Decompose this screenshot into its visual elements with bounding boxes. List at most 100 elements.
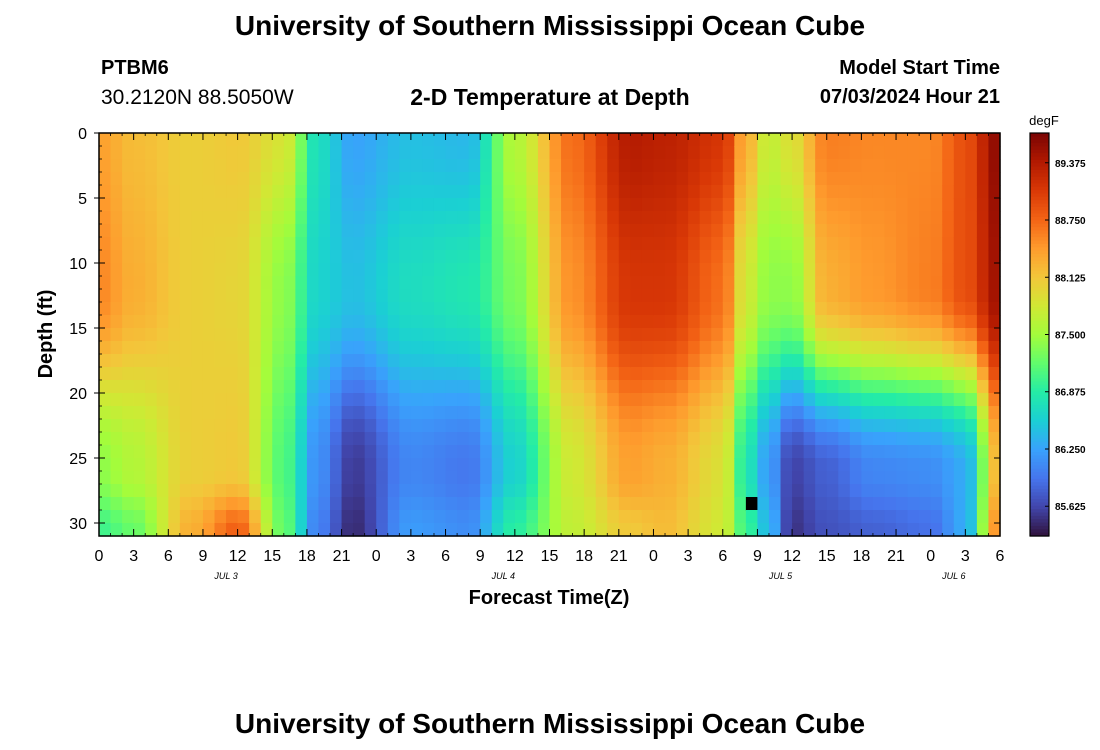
heatmap-cell — [491, 354, 504, 368]
heatmap-cell — [953, 497, 966, 511]
heatmap-cell — [249, 419, 262, 433]
heatmap-cell — [399, 484, 412, 498]
heatmap-cell — [433, 354, 447, 368]
heatmap-cell — [930, 224, 943, 238]
heatmap-cell — [214, 432, 227, 446]
heatmap-cell — [110, 445, 123, 459]
heatmap-cell — [214, 198, 227, 212]
heatmap-cell — [433, 276, 447, 290]
heatmap-cell — [757, 393, 770, 407]
heatmap-cell — [364, 133, 377, 147]
heatmap-cell — [849, 406, 862, 420]
heatmap-cell — [688, 250, 701, 264]
heatmap-cell — [226, 497, 239, 511]
heatmap-cell — [249, 510, 262, 524]
x-tick-label: 3 — [406, 548, 415, 565]
heatmap-cell — [896, 289, 909, 303]
heatmap-cell — [283, 224, 296, 238]
heatmap-cell — [341, 341, 354, 355]
heatmap-cell — [561, 133, 574, 147]
heatmap-cell — [618, 380, 631, 394]
heatmap-cell — [907, 250, 920, 264]
heatmap-cell — [110, 211, 123, 225]
heatmap-cell — [110, 458, 123, 472]
heatmap-cell — [491, 133, 504, 147]
heatmap-cell — [353, 237, 366, 251]
heatmap-cell — [699, 315, 712, 329]
heatmap-cell — [168, 211, 181, 225]
heatmap-cell — [295, 315, 308, 329]
colorbar-segment — [1030, 418, 1049, 423]
heatmap-cell — [133, 471, 146, 485]
heatmap-cell — [711, 471, 724, 485]
heatmap-cell — [607, 159, 620, 173]
heatmap-cell — [584, 406, 597, 420]
heatmap-cell — [480, 380, 493, 394]
heatmap-cell — [942, 198, 955, 212]
heatmap-cell — [237, 263, 250, 277]
colorbar-segment — [1030, 270, 1049, 275]
heatmap-cell — [306, 133, 320, 147]
heatmap-cell — [364, 406, 377, 420]
heatmap-cell — [145, 406, 158, 420]
heatmap-cell — [99, 224, 112, 238]
heatmap-cell — [283, 250, 296, 264]
heatmap-cell — [745, 341, 759, 355]
heatmap-cell — [156, 471, 169, 485]
heatmap-cell — [653, 172, 666, 186]
heatmap-cell — [364, 276, 377, 290]
heatmap-cell — [976, 432, 990, 446]
heatmap-cell — [572, 380, 585, 394]
heatmap-cell — [503, 432, 516, 446]
heatmap-cell — [953, 406, 966, 420]
heatmap-cell — [283, 315, 296, 329]
heatmap-cell — [676, 393, 689, 407]
heatmap-cell — [561, 471, 574, 485]
heatmap-cell — [734, 419, 747, 433]
heatmap-cell — [422, 237, 435, 251]
heatmap-cell — [387, 276, 400, 290]
heatmap-cell — [202, 159, 216, 173]
heatmap-cell — [988, 445, 1001, 459]
heatmap-cell — [849, 328, 862, 342]
heatmap-cell — [295, 432, 308, 446]
heatmap-cell — [803, 484, 816, 498]
heatmap-cell — [861, 250, 874, 264]
heatmap-cell — [919, 263, 932, 277]
heatmap-cell — [930, 471, 943, 485]
heatmap-cell — [457, 458, 470, 472]
heatmap-cell — [665, 393, 678, 407]
heatmap-cell — [953, 354, 966, 368]
heatmap-cell — [630, 315, 643, 329]
heatmap-cell — [965, 276, 978, 290]
colorbar-segment — [1030, 257, 1049, 262]
heatmap-cell — [202, 432, 216, 446]
colorbar-segment — [1030, 435, 1049, 440]
heatmap-cell — [549, 133, 562, 147]
heatmap-cell — [896, 406, 909, 420]
heatmap-cell — [491, 393, 504, 407]
heatmap-cell — [110, 159, 123, 173]
heatmap-cell — [480, 289, 493, 303]
heatmap-cell — [665, 497, 678, 511]
heatmap-cell — [572, 224, 585, 238]
heatmap-cell — [907, 354, 920, 368]
heatmap-cell — [745, 458, 759, 472]
heatmap-cell — [445, 289, 458, 303]
heatmap-cell — [561, 523, 574, 537]
heatmap-cell — [191, 224, 204, 238]
heatmap-cell — [815, 263, 828, 277]
heatmap-cell — [861, 302, 874, 316]
heatmap-cell — [537, 250, 551, 264]
heatmap-cell — [572, 302, 585, 316]
heatmap-cell — [930, 393, 943, 407]
heatmap-cell — [872, 250, 886, 264]
x-tick-label: 9 — [753, 548, 762, 565]
heatmap-cell — [249, 172, 262, 186]
heatmap-cell — [919, 328, 932, 342]
heatmap-cell — [237, 393, 250, 407]
heatmap-cell — [561, 328, 574, 342]
heatmap-cell — [745, 497, 759, 511]
heatmap-cell — [249, 354, 262, 368]
heatmap-cell — [422, 159, 435, 173]
